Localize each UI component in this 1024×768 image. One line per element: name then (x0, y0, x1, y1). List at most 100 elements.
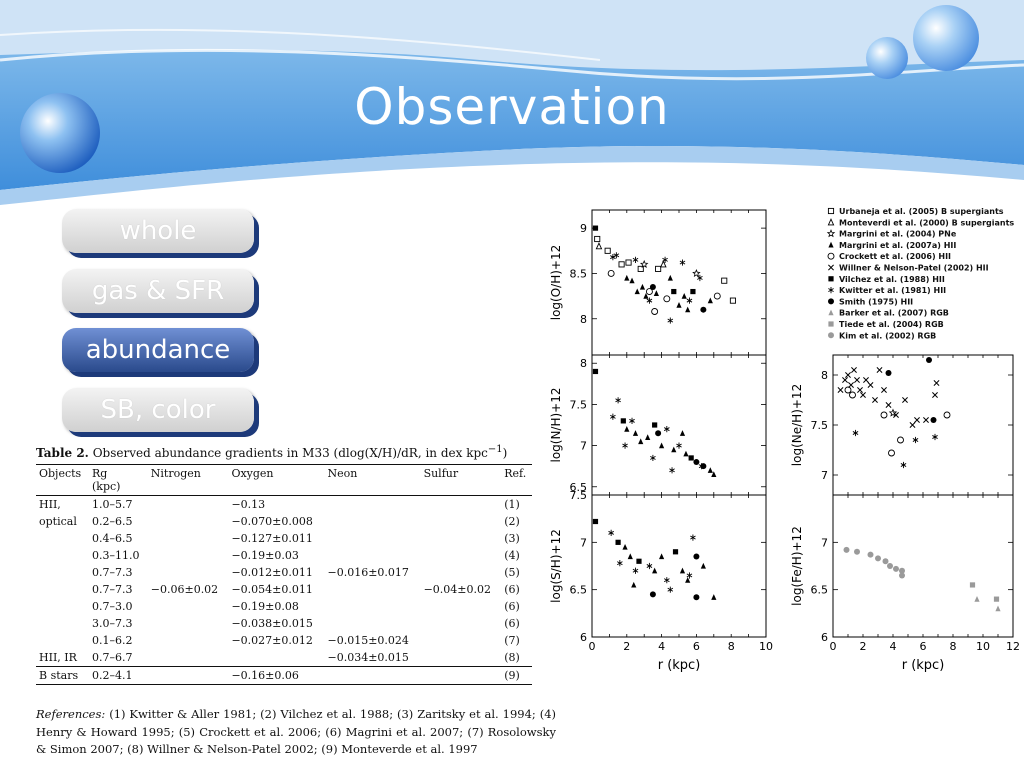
y-tick-label: 7.5 (570, 489, 588, 502)
data-point (851, 367, 857, 373)
cell-sulfur (421, 615, 502, 632)
data-point (899, 567, 905, 574)
plot-frame (832, 354, 1014, 496)
x-tick-label: 12 (1006, 640, 1020, 653)
data-point (607, 269, 615, 277)
data-point (655, 430, 662, 437)
legend-marker (827, 218, 835, 226)
cell-oxygen: −0.13 (228, 495, 325, 513)
cell-neon (325, 547, 421, 564)
abundance-gradient-table: Objects Rg (kpc) Nitrogen Oxygen Neon Sul… (36, 464, 532, 685)
col-header-nitrogen: Nitrogen (147, 464, 229, 496)
nav-button-whole[interactable]: whole (62, 209, 254, 253)
cell-ref: (6) (504, 617, 520, 630)
cell-ref: (9) (501, 666, 532, 685)
table-row: 0.3–11.0 −0.19±0.03 (4) (36, 547, 532, 564)
data-point (711, 471, 717, 478)
data-point (638, 438, 644, 445)
data-point (849, 391, 856, 399)
data-point (854, 548, 860, 555)
nav-button-sb-color[interactable]: SB, color (62, 388, 254, 432)
cell-neon: −0.015±0.024 (327, 634, 409, 647)
data-point (923, 417, 929, 423)
table-row: 0.7–3.0 −0.19±0.08 (6) (36, 598, 532, 615)
nav-button-gas-sfr[interactable]: gas & SFR (62, 269, 254, 313)
cell-nitrogen (148, 632, 229, 649)
cell-rg: 0.7–7.3 (91, 566, 133, 579)
cell-ref: (3) (504, 532, 520, 545)
cell-oxygen: −0.027±0.012 (231, 634, 313, 647)
data-point (932, 433, 938, 441)
plot-frame (832, 494, 1014, 638)
cell-objects: B stars (36, 666, 89, 685)
data-point (592, 518, 599, 525)
chart-legend: Urbaneja et al. (2005) B supergiants Mont… (826, 207, 1014, 340)
data-point (637, 265, 644, 272)
cell-nitrogen (148, 513, 229, 530)
y-tick-label: 6.5 (570, 481, 588, 494)
cell-nitrogen (148, 649, 229, 667)
y-tick-label: 9 (580, 222, 587, 235)
table-row: 0.7–7.3 −0.012±0.011 −0.016±0.017 (5) (36, 564, 532, 581)
cell-objects (36, 564, 89, 581)
data-point (693, 459, 700, 466)
data-point (845, 372, 851, 378)
data-point (875, 555, 881, 562)
table-label: Table 2. (36, 446, 89, 460)
cell-oxygen (228, 649, 324, 667)
x-axis-label: r (kpc) (902, 658, 945, 673)
cell-sulfur (421, 513, 502, 530)
cell-neon: −0.016±0.017 (327, 566, 409, 579)
col-header-objects: Objects (36, 464, 89, 496)
legend-marker (828, 332, 834, 339)
data-point (604, 247, 611, 254)
data-point (625, 259, 632, 266)
data-point (662, 256, 668, 263)
cell-rg: 0.4–6.5 (91, 532, 133, 545)
cell-rg: 0.7–7.3 (91, 583, 133, 596)
data-point (646, 297, 653, 304)
data-point (933, 380, 940, 386)
data-point (627, 553, 633, 560)
data-point (622, 442, 628, 449)
data-point (651, 308, 659, 315)
data-point (885, 402, 892, 408)
y-tick-label: 7.5 (570, 398, 588, 411)
table-body: HII, 1.0–5.7 −0.13 (1) optical 0.2–6.5 −0.070±… (36, 495, 532, 685)
data-point (655, 265, 662, 272)
data-point (700, 306, 707, 313)
cell-objects (36, 598, 89, 615)
legend-label: Tiede et al. (2004) RGB (839, 320, 944, 329)
cell-rg: 3.0–7.3 (91, 617, 133, 630)
header-banner (0, 0, 1024, 215)
data-point (693, 553, 700, 560)
data-point (902, 397, 908, 403)
data-point (882, 558, 889, 565)
cell-ref: (1) (501, 495, 532, 513)
data-point (863, 377, 869, 383)
nitrogen-panel: 6.5 7 7.5 8 log(N/H)+12 (549, 354, 767, 496)
y-tick-label: 7 (821, 536, 828, 549)
data-point (636, 558, 642, 564)
data-point (650, 454, 656, 462)
abundance-plots: 88.59log(O/H)+126.577.58log(N/H)+1266.57… (549, 207, 1020, 673)
plot-frame (591, 354, 767, 496)
nav-button-abundance[interactable]: abundance (62, 328, 254, 372)
table-row: 3.0–7.3 −0.038±0.015 (6) (36, 615, 532, 632)
data-point (926, 357, 932, 363)
data-point (613, 252, 620, 259)
data-point (685, 306, 691, 313)
data-point (876, 367, 883, 373)
data-point (676, 302, 682, 308)
data-point (867, 382, 874, 388)
data-point (631, 581, 637, 588)
table-row: HII, IR 0.7–6.7 −0.034±0.015 (8) (36, 649, 532, 667)
cell-neon: −0.034±0.015 (327, 651, 409, 664)
data-point (711, 594, 717, 600)
data-point (881, 387, 887, 393)
data-point (885, 370, 892, 376)
legend-marker (827, 207, 835, 215)
data-point (860, 392, 866, 398)
cell-ref: (2) (504, 515, 520, 528)
cell-neon (325, 581, 421, 598)
